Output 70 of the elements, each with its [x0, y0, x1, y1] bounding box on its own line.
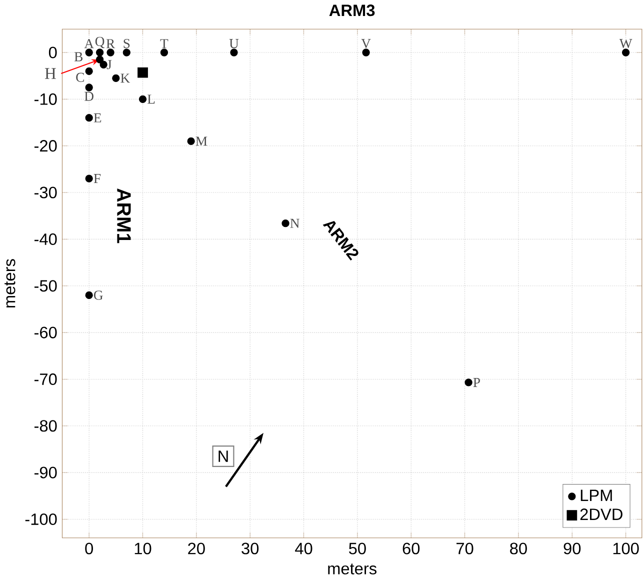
data-label: U — [229, 39, 239, 48]
data-label: S — [124, 38, 130, 48]
annotation: N — [218, 450, 228, 462]
data-label: G — [94, 290, 103, 300]
data-label: F — [94, 174, 101, 183]
point — [362, 48, 370, 56]
y-tick-label: -20 — [34, 140, 57, 152]
point — [138, 67, 148, 78]
data-label: C — [76, 72, 84, 82]
annotation: ARM1 — [117, 188, 131, 244]
point — [85, 291, 93, 300]
data-label: W — [619, 38, 632, 48]
y-tick-label: -90 — [34, 466, 57, 478]
x-tick-label: 50 — [348, 542, 366, 554]
point — [85, 84, 93, 92]
x-tick-label: 80 — [510, 542, 527, 554]
x-tick-label: 90 — [564, 542, 581, 554]
data-label: M — [196, 136, 208, 146]
data-label: A — [84, 39, 94, 48]
data-label: D — [84, 92, 94, 101]
data-label: L — [147, 94, 155, 104]
point — [96, 48, 104, 56]
y-tick-label: -60 — [34, 326, 57, 338]
point — [112, 74, 120, 82]
data-label: B — [74, 52, 82, 62]
data-label: N — [290, 218, 300, 228]
data-label: E — [94, 113, 102, 122]
point — [464, 378, 472, 386]
data-label: T — [160, 39, 168, 48]
x-tick-label: 100 — [613, 542, 639, 554]
y-axis-title: meters — [4, 259, 16, 308]
point — [160, 48, 168, 56]
data-label: J — [106, 60, 112, 70]
legend-label: LPM — [580, 490, 612, 502]
point — [282, 220, 290, 228]
point — [622, 48, 630, 56]
point — [106, 48, 114, 56]
annotation: H — [44, 68, 56, 79]
x-tick-label: 60 — [402, 542, 420, 554]
point — [85, 48, 93, 56]
chart-title: ARM3 — [329, 4, 375, 16]
y-tick-label: -50 — [34, 280, 57, 292]
x-tick-label: 10 — [134, 542, 152, 554]
data-label: V — [361, 38, 371, 48]
point — [85, 67, 93, 75]
point — [85, 114, 93, 122]
y-tick-label: -40 — [34, 233, 57, 245]
data-label: R — [106, 39, 116, 48]
point — [187, 137, 195, 146]
x-tick-label: 30 — [242, 542, 259, 554]
y-tick-label: -10 — [34, 93, 57, 105]
x-tick-label: 20 — [188, 542, 205, 554]
point — [122, 48, 130, 56]
y-tick-label: -80 — [34, 420, 57, 432]
legend-label: 2DVD — [580, 508, 622, 520]
x-tick-label: 40 — [295, 542, 312, 554]
y-tick-label: 0 — [48, 46, 57, 58]
data-label: K — [120, 74, 130, 83]
data-label: Q — [95, 36, 104, 48]
point — [230, 48, 238, 56]
point — [138, 95, 147, 104]
data-label: P — [473, 378, 480, 387]
x-tick-label: 70 — [456, 542, 474, 554]
point — [85, 174, 93, 182]
x-tick-label: 0 — [85, 542, 93, 554]
point — [96, 56, 104, 64]
y-tick-label: -70 — [34, 373, 57, 386]
x-axis-title: meters — [328, 564, 376, 574]
y-tick-label: -30 — [34, 186, 57, 198]
y-tick-label: -100 — [25, 513, 57, 526]
